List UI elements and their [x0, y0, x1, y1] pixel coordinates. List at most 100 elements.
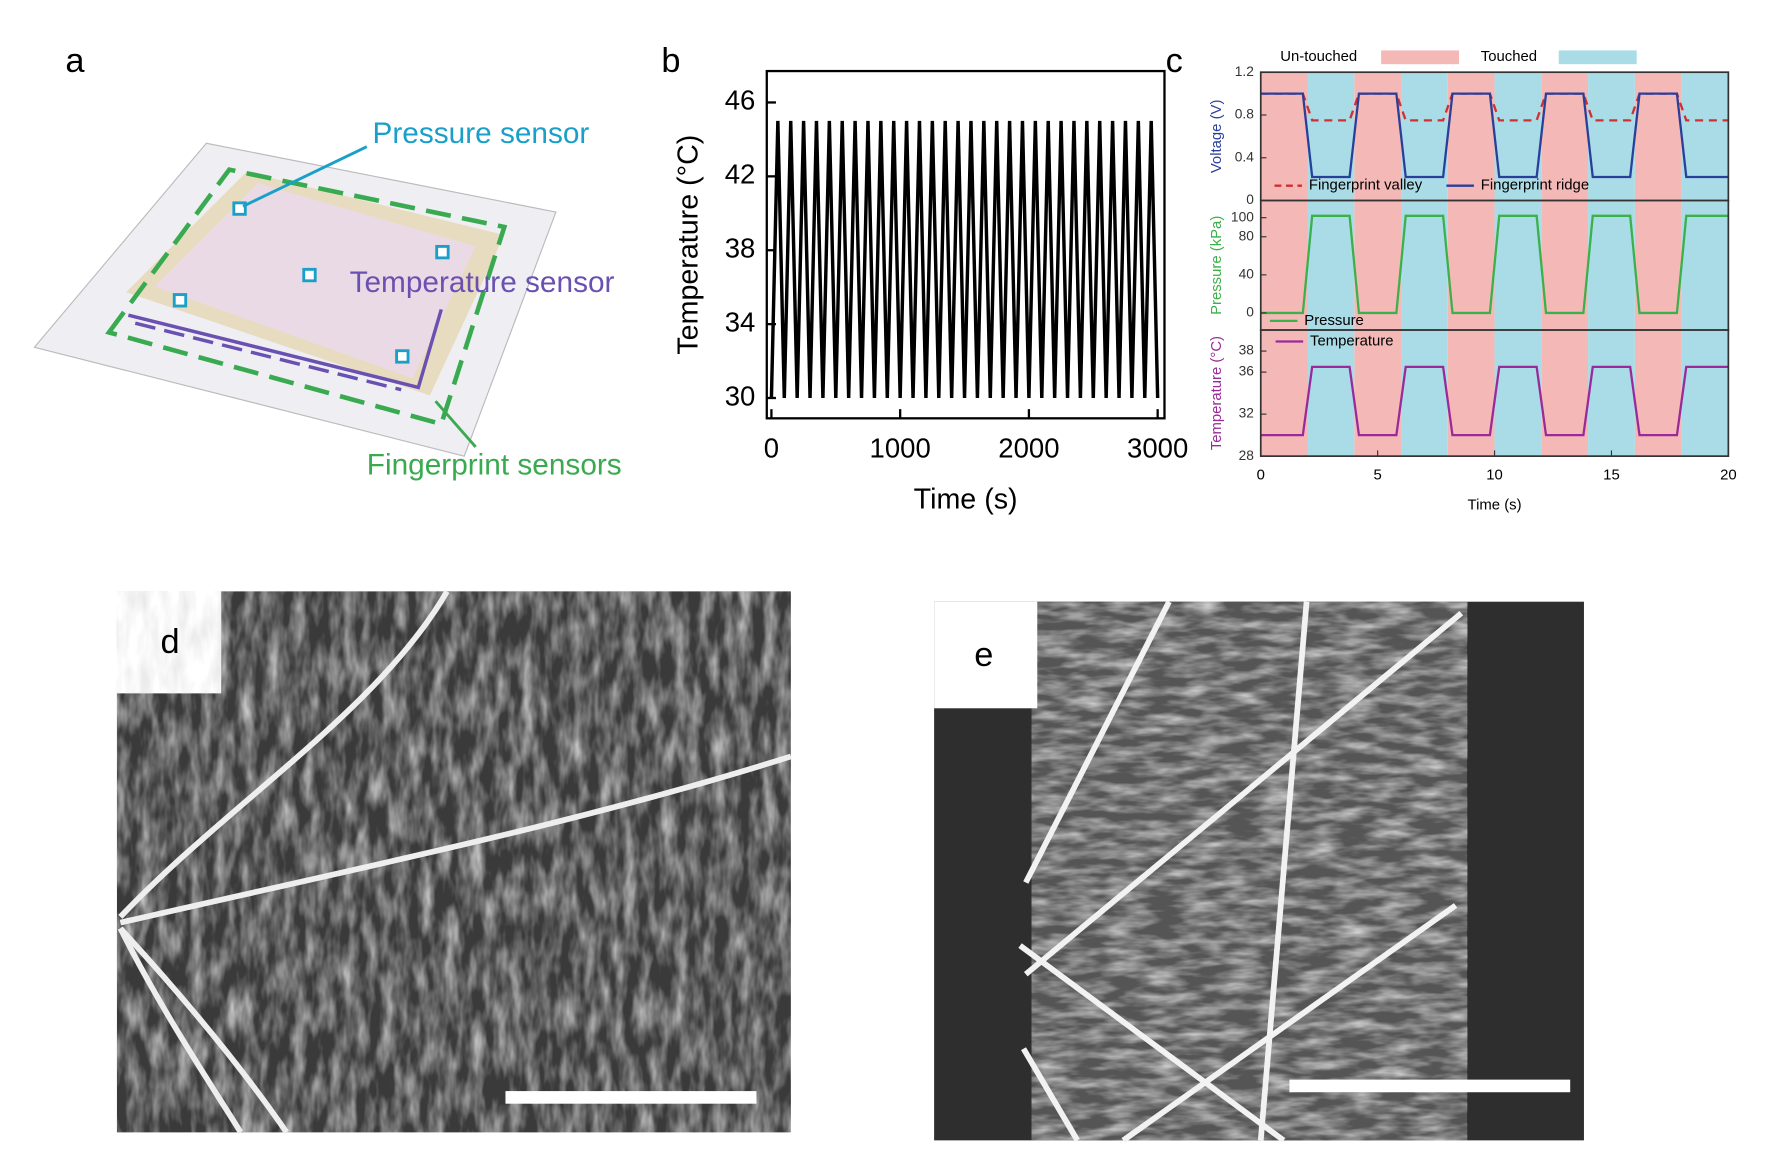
state-region: [1260, 330, 1308, 457]
legend-label: Un-touched: [1280, 49, 1357, 65]
state-region: [1494, 330, 1542, 457]
state-region: [1307, 330, 1355, 457]
temperature-wire: [127, 308, 443, 390]
y-tick-label: 42: [725, 159, 756, 190]
x-tick-label: 20: [1720, 468, 1737, 484]
state-region: [1401, 330, 1448, 457]
y-tick-label: 0.8: [1235, 107, 1254, 122]
y-tick-label: 36: [1239, 364, 1255, 379]
panel-label: a: [65, 42, 85, 80]
scale-bar: [1289, 1079, 1571, 1093]
y-tick-label: 34: [725, 306, 756, 337]
fiber: [1121, 903, 1458, 1143]
fingerprint-sensor-outline: [105, 167, 508, 427]
state-region: [1260, 72, 1308, 201]
fiber: [118, 926, 289, 1134]
state-region: [1634, 330, 1682, 457]
state-region: [1541, 200, 1589, 331]
diagram-label: Pressure sensor: [373, 117, 590, 150]
y-tick-label: 46: [725, 85, 756, 116]
y-tick-label: 80: [1239, 228, 1255, 243]
legend-swatch: [1558, 50, 1637, 65]
temperature-wire: [134, 321, 402, 392]
fiber: [1023, 610, 1464, 977]
state-region: [1307, 72, 1355, 201]
state-region: [1588, 330, 1635, 457]
legend-swatch: [1381, 50, 1460, 65]
sem-image-d: [116, 589, 792, 1134]
x-tick-label: 10: [1486, 468, 1503, 484]
state-region: [1634, 200, 1682, 331]
fiber: [119, 753, 792, 926]
fibers: [1018, 600, 1464, 1143]
sensor-pad: [395, 349, 410, 364]
state-region: [1354, 200, 1402, 331]
y-axis-title: Temperature (°C): [673, 135, 705, 355]
state-region: [1447, 200, 1495, 331]
y-tick-label: 0: [1246, 305, 1254, 320]
x-tick-label: 5: [1374, 468, 1382, 484]
state-region: [1260, 200, 1308, 331]
state-region: [1401, 200, 1448, 331]
y-tick-label: 40: [1239, 266, 1255, 281]
x-tick-label: 1000: [870, 433, 931, 464]
sensor-pad: [435, 244, 450, 260]
data-line: [1260, 214, 1729, 315]
fibers: [117, 589, 792, 1134]
legend-label: Pressure: [1304, 313, 1364, 329]
plot-frame: [765, 69, 1166, 420]
x-tick-label: 2000: [998, 433, 1059, 464]
pressure-sensors: [172, 201, 450, 364]
y-tick-label: 32: [1239, 406, 1254, 421]
x-tick-label: 0: [1257, 468, 1265, 484]
state-region: [1447, 330, 1495, 457]
state-region: [1588, 72, 1635, 201]
y-axis-title: Voltage (V): [1209, 100, 1225, 174]
x-tick-label: 15: [1603, 468, 1620, 484]
data-line: [769, 120, 1160, 399]
diagram-label: Temperature sensor: [350, 266, 615, 299]
legend-label: Fingerprint ridge: [1481, 178, 1589, 194]
state-region: [1494, 200, 1542, 331]
state-region: [1307, 200, 1355, 331]
fiber-texture: [1031, 601, 1468, 1141]
state-region: [1681, 330, 1729, 457]
x-tick-label: 3000: [1127, 433, 1188, 464]
state-region: [1634, 72, 1682, 201]
legend-label: Temperature: [1310, 333, 1394, 349]
data-line: [1260, 92, 1729, 179]
y-tick-label: 100: [1231, 209, 1254, 224]
y-tick-label: 30: [725, 380, 756, 411]
panel-label: c: [1166, 42, 1183, 80]
sem-image-e: [934, 600, 1584, 1143]
state-region: [1588, 200, 1635, 331]
fiber: [1021, 1047, 1080, 1142]
state-region: [1681, 72, 1729, 201]
sensor-pad: [302, 267, 317, 283]
y-tick-label: 38: [725, 232, 756, 263]
data-line: [1260, 365, 1729, 437]
state-region: [1681, 200, 1729, 331]
panel-label: b: [661, 42, 680, 80]
leader-line: [434, 400, 477, 448]
y-axis-title: Pressure (kPa): [1209, 216, 1225, 315]
x-axis-title: Time (s): [914, 483, 1018, 515]
y-tick-label: 0.4: [1235, 149, 1254, 164]
fiber: [117, 927, 244, 1134]
panel-label: d: [160, 623, 179, 661]
panel-label: e: [974, 636, 993, 674]
y-tick-label: 28: [1239, 448, 1255, 463]
sensor-pad: [172, 293, 188, 308]
fiber: [1018, 943, 1286, 1143]
fiber: [1257, 601, 1310, 1141]
y-tick-label: 0: [1246, 192, 1254, 207]
state-region: [1401, 72, 1448, 201]
leader-line: [242, 145, 368, 208]
diagram-label: Fingerprint sensors: [367, 448, 622, 481]
fiber-texture: [116, 591, 791, 1133]
device-diagram: Pressure sensor Temperature sensor Finge…: [33, 117, 622, 481]
y-tick-label: 1.2: [1235, 64, 1254, 79]
state-region: [1541, 330, 1589, 457]
